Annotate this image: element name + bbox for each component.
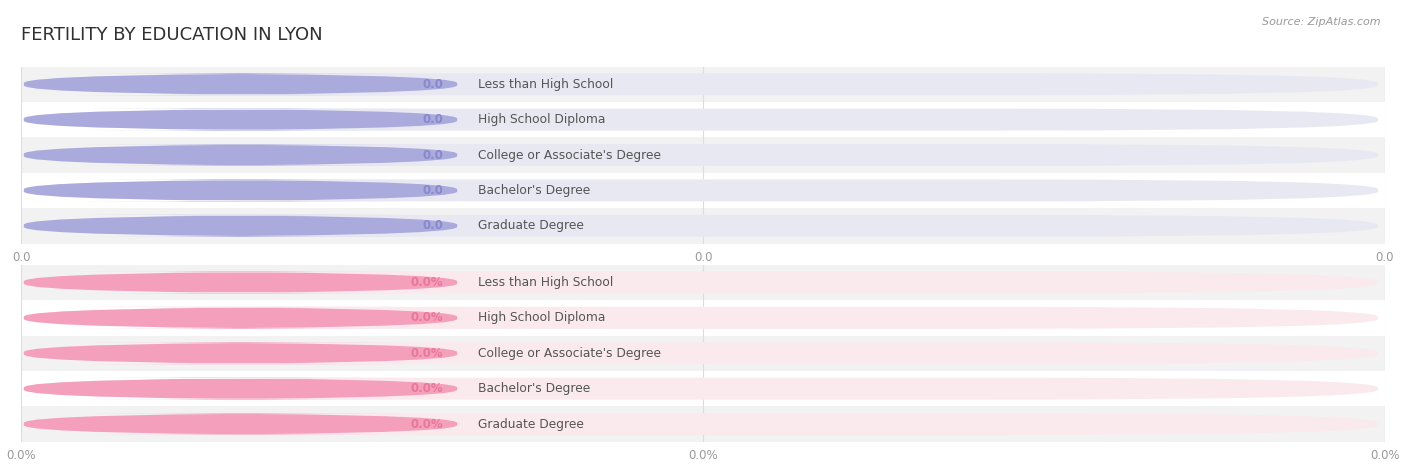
- Text: FERTILITY BY EDUCATION IN LYON: FERTILITY BY EDUCATION IN LYON: [21, 26, 323, 44]
- FancyBboxPatch shape: [24, 144, 457, 166]
- Bar: [21, 406, 1385, 442]
- Bar: [21, 137, 1385, 173]
- Bar: [21, 173, 1385, 208]
- FancyBboxPatch shape: [24, 180, 1378, 201]
- Text: College or Associate's Degree: College or Associate's Degree: [478, 149, 661, 162]
- FancyBboxPatch shape: [24, 413, 457, 435]
- FancyBboxPatch shape: [24, 413, 1378, 435]
- FancyBboxPatch shape: [24, 272, 1378, 294]
- FancyBboxPatch shape: [24, 73, 457, 95]
- Text: Less than High School: Less than High School: [478, 276, 613, 289]
- Text: High School Diploma: High School Diploma: [478, 113, 605, 126]
- Text: 0.0%: 0.0%: [411, 276, 443, 289]
- Bar: [21, 371, 1385, 406]
- Text: 0.0%: 0.0%: [411, 311, 443, 324]
- Text: 0.0: 0.0: [423, 149, 443, 162]
- Text: Graduate Degree: Graduate Degree: [478, 418, 583, 430]
- FancyBboxPatch shape: [24, 109, 457, 131]
- FancyBboxPatch shape: [24, 307, 1378, 329]
- FancyBboxPatch shape: [24, 215, 457, 237]
- Text: Bachelor's Degree: Bachelor's Degree: [478, 184, 591, 197]
- Text: 0.0: 0.0: [423, 184, 443, 197]
- FancyBboxPatch shape: [24, 378, 457, 399]
- Text: 0.0%: 0.0%: [411, 347, 443, 360]
- FancyBboxPatch shape: [24, 180, 457, 201]
- FancyBboxPatch shape: [24, 215, 1378, 237]
- Text: 0.0%: 0.0%: [411, 382, 443, 395]
- Text: Graduate Degree: Graduate Degree: [478, 219, 583, 232]
- Bar: [21, 265, 1385, 300]
- Text: 0.0: 0.0: [423, 219, 443, 232]
- Text: Less than High School: Less than High School: [478, 78, 613, 91]
- Text: High School Diploma: High School Diploma: [478, 311, 605, 324]
- Text: 0.0: 0.0: [423, 78, 443, 91]
- Bar: [21, 300, 1385, 335]
- Text: College or Associate's Degree: College or Associate's Degree: [478, 347, 661, 360]
- FancyBboxPatch shape: [24, 378, 1378, 399]
- FancyBboxPatch shape: [24, 342, 457, 364]
- FancyBboxPatch shape: [24, 73, 1378, 95]
- FancyBboxPatch shape: [24, 109, 1378, 131]
- Text: 0.0: 0.0: [423, 113, 443, 126]
- Bar: [21, 102, 1385, 137]
- Text: Bachelor's Degree: Bachelor's Degree: [478, 382, 591, 395]
- FancyBboxPatch shape: [24, 307, 457, 329]
- Bar: [21, 208, 1385, 244]
- Bar: [21, 335, 1385, 371]
- Text: Source: ZipAtlas.com: Source: ZipAtlas.com: [1263, 17, 1381, 27]
- FancyBboxPatch shape: [24, 272, 457, 294]
- Bar: [21, 66, 1385, 102]
- FancyBboxPatch shape: [24, 342, 1378, 364]
- FancyBboxPatch shape: [24, 144, 1378, 166]
- Text: 0.0%: 0.0%: [411, 418, 443, 430]
